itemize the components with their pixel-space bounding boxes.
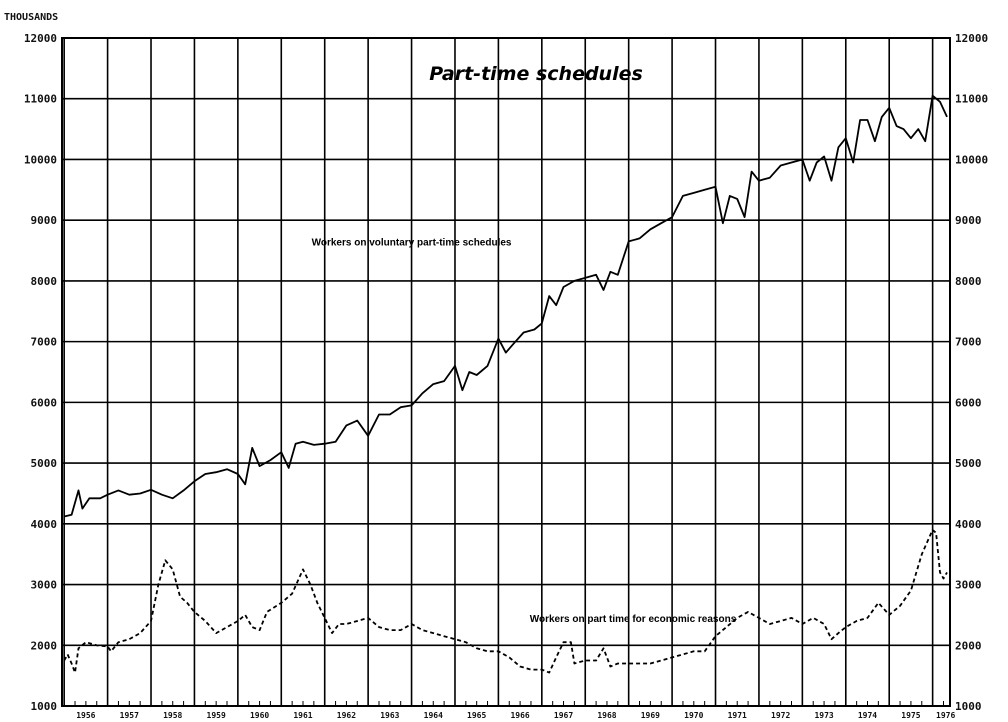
y-tick-label-right: 3000 <box>955 579 982 592</box>
y-tick-label-left: 4000 <box>31 518 58 531</box>
annotations: Workers on voluntary part-time schedules… <box>312 238 737 626</box>
x-axis: 1956 1957 1958 1959 1960 1961 1962 1963 1964 1965… <box>76 711 955 720</box>
y-tick-label-right: 11000 <box>955 93 988 106</box>
x-tick-label: 1961 <box>293 711 312 720</box>
x-tick-label: 1966 <box>510 711 529 720</box>
x-tick-label: 1974 <box>858 711 877 720</box>
y-tick-label-left: 1000 <box>31 700 58 713</box>
y-tick-label-right: 9000 <box>955 214 982 227</box>
x-tick-label: 1956 <box>76 711 95 720</box>
y-tick-label-left: 12000 <box>24 32 57 45</box>
y-tick-label-right: 1000 <box>955 700 982 713</box>
y-tick-label-left: 11000 <box>24 93 57 106</box>
y-unit-label: THOUSANDS <box>4 12 58 23</box>
y-tick-label-left: 3000 <box>31 579 58 592</box>
y-tick-label-right: 5000 <box>955 457 982 470</box>
x-tick-label: 1969 <box>641 711 660 720</box>
y-tick-label-right: 2000 <box>955 639 982 652</box>
x-tick-label: 1963 <box>380 711 399 720</box>
y-tick-label-right: 4000 <box>955 518 982 531</box>
y-axis-left: 1000 2000 3000 4000 5000 6000 7000 8000 9000 1000… <box>24 32 57 713</box>
y-tick-label-left: 9000 <box>31 214 58 227</box>
series-annotation: Workers on part time for economic reason… <box>530 614 737 625</box>
y-tick-label-left: 10000 <box>24 153 57 166</box>
x-tick-label: 1970 <box>684 711 703 720</box>
x-tick-label: 1964 <box>424 711 443 720</box>
x-tick-label: 1958 <box>163 711 182 720</box>
x-tick-label: 1973 <box>814 711 833 720</box>
y-tick-label-left: 7000 <box>31 336 58 349</box>
y-tick-label-right: 8000 <box>955 275 982 288</box>
x-tick-label: 1971 <box>728 711 747 720</box>
y-tick-label-right: 6000 <box>955 396 982 409</box>
x-tick-label: 1962 <box>337 711 356 720</box>
y-tick-label-left: 6000 <box>31 396 58 409</box>
plot-frame <box>61 37 951 707</box>
series-line <box>63 94 948 518</box>
y-tick-label-right: 10000 <box>955 153 988 166</box>
x-tick-label: 1965 <box>467 711 486 720</box>
series-lines <box>63 94 948 674</box>
x-tick-label: 1967 <box>554 711 573 720</box>
series-annotation: Workers on voluntary part-time schedules <box>312 238 512 249</box>
y-tick-label-right: 7000 <box>955 336 982 349</box>
y-tick-label-right: 12000 <box>955 32 988 45</box>
x-tick-label: 1959 <box>207 711 226 720</box>
x-tick-label: 1960 <box>250 711 269 720</box>
y-tick-label-left: 5000 <box>31 457 58 470</box>
x-tick-label: 1975 <box>901 711 920 720</box>
y-tick-label-left: 8000 <box>31 275 58 288</box>
gridlines <box>62 37 950 707</box>
y-axis-right: 1000 2000 3000 4000 5000 6000 7000 8000 9000 1000… <box>955 32 988 713</box>
chart-title: Part-time schedules <box>429 63 643 85</box>
x-tick-label: 1972 <box>771 711 790 720</box>
y-tick-label-left: 2000 <box>31 639 58 652</box>
x-tick-label: 1968 <box>597 711 616 720</box>
x-tick-label: 1976 <box>936 711 955 720</box>
x-tick-label: 1957 <box>120 711 139 720</box>
series-line <box>63 529 948 674</box>
